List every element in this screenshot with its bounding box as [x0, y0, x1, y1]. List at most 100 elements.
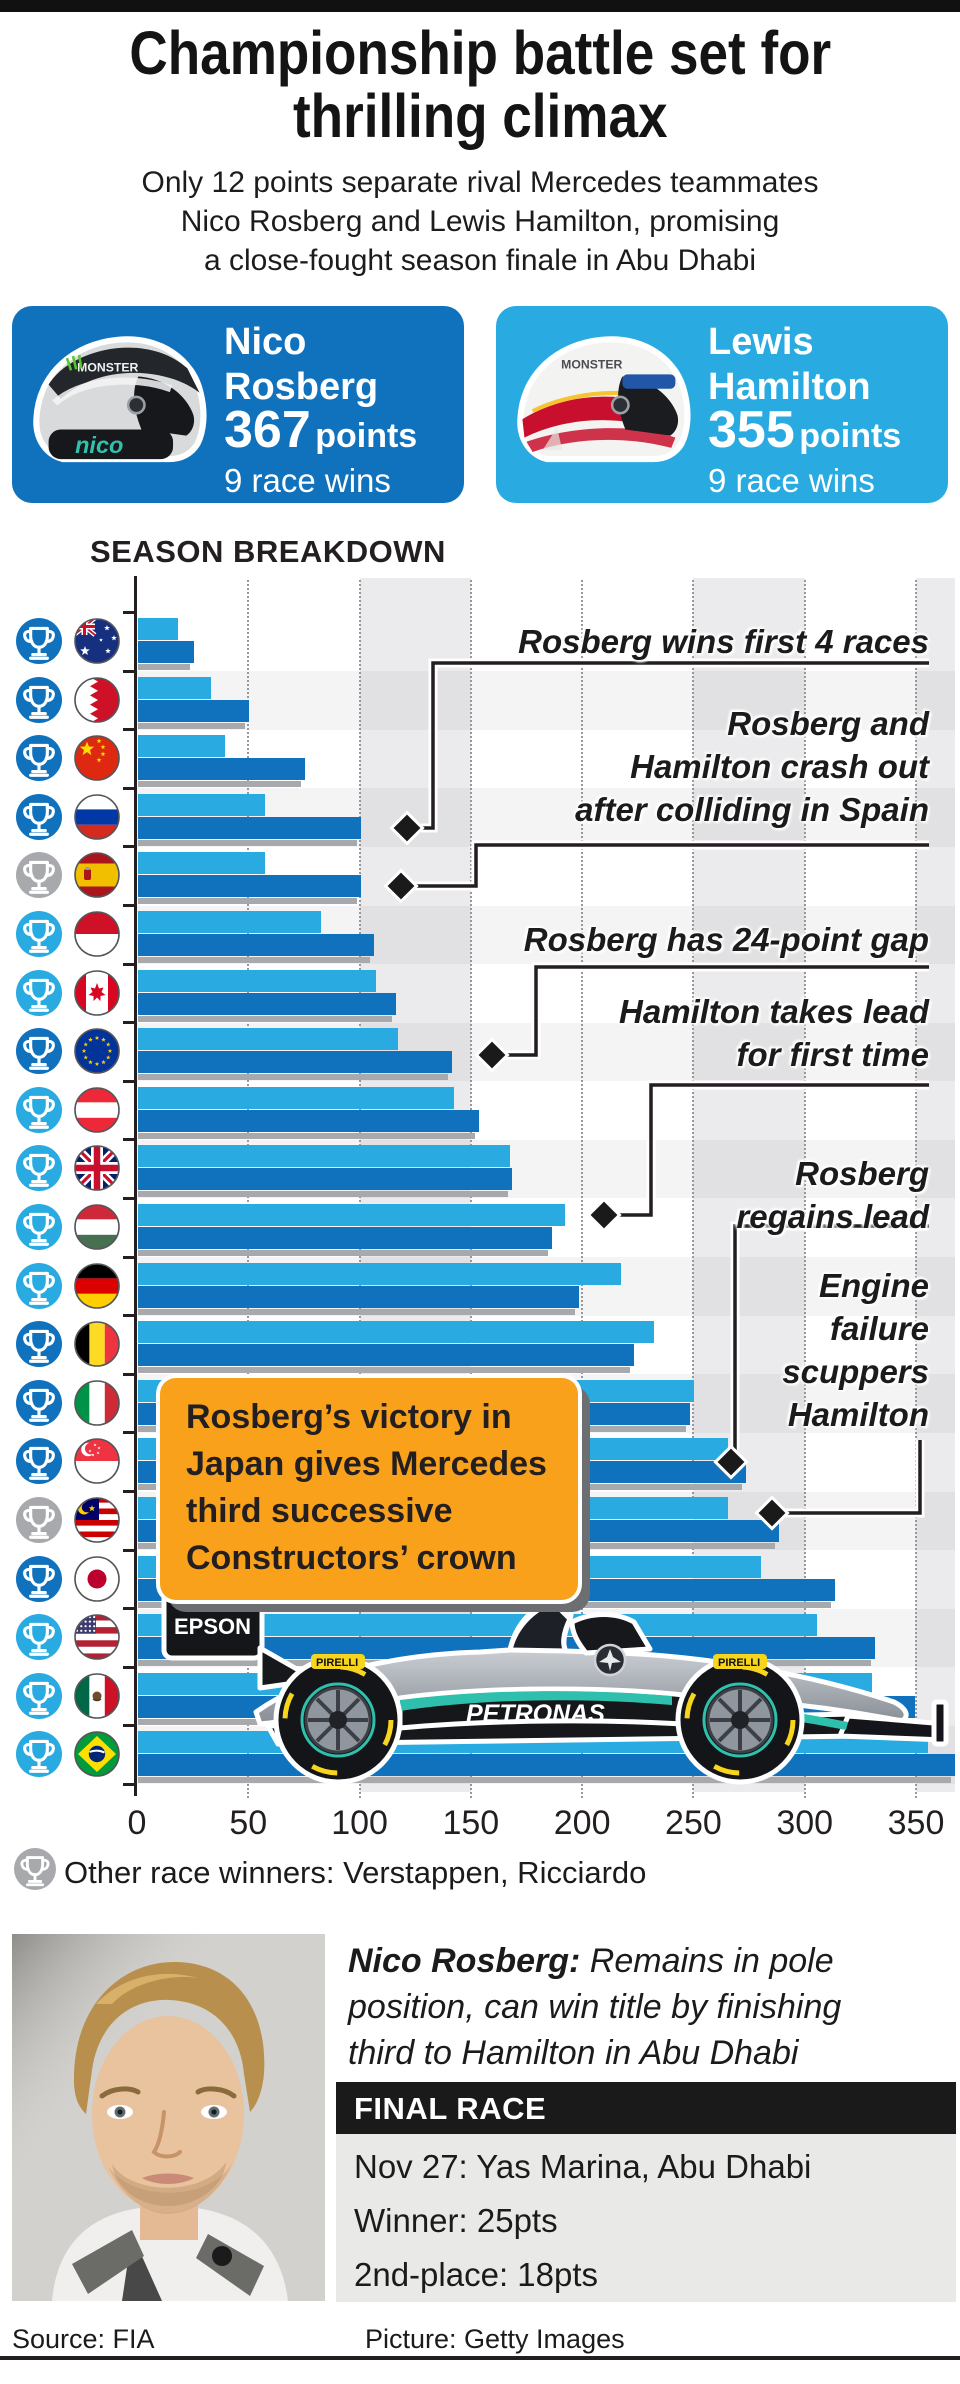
gridline-350 — [915, 580, 917, 1798]
bar-hamilton-russia — [138, 793, 265, 816]
trophy-icon-winner-rosberg-russia — [16, 793, 62, 840]
bar-shadow-canada — [138, 1015, 393, 1022]
bar-shadow-hungary — [138, 1250, 548, 1256]
trophy-icon-winner-hamilton-austria — [16, 1086, 62, 1133]
callout-line: third successive — [186, 1492, 453, 1530]
annotation-line: scuppers — [782, 1353, 929, 1390]
gridline-300 — [803, 580, 806, 1798]
mercedes-f1-car-illustration: EPSON PETRONAS PIRELLI — [157, 1571, 949, 1785]
svg-text:PETRONAS: PETRONAS — [466, 1700, 605, 1728]
bar-shadow-bahrain — [138, 722, 246, 729]
diamond-marker-malaysia — [754, 1495, 790, 1531]
bar-hamilton-australia — [138, 618, 179, 640]
annotation-4: Rosberg regains lead — [736, 1152, 929, 1238]
bar-rosberg-europe — [138, 1051, 452, 1074]
x-axis-label-0: 0 — [127, 1804, 147, 1842]
trophy-icon-winner-hamilton-germany — [16, 1262, 62, 1309]
flag-icon-china — [74, 735, 120, 781]
rosberg-wins: 9 race wins — [224, 462, 391, 499]
bar-hamilton-europe — [138, 1028, 399, 1051]
trophy-icon-winner-rosberg-bahrain — [16, 676, 62, 723]
y-axis — [134, 576, 137, 1796]
svg-text:MONSTER: MONSTER — [561, 357, 622, 371]
note-line: third to Hamilton in Abu Dhabi — [348, 2034, 799, 2072]
axis-tick — [123, 1197, 135, 1200]
svg-text:nico: nico — [75, 432, 123, 458]
japan-victory-callout: Rosberg’s victory in Japan gives Mercedes… — [160, 1378, 578, 1600]
trophy-icon-winner-rosberg-china — [16, 735, 62, 782]
bar-rosberg-germany — [138, 1285, 579, 1308]
diamond-marker-singapore — [713, 1444, 749, 1480]
trophy-icon-winner-hamilton-britain — [16, 1145, 62, 1192]
axis-tick — [123, 1138, 135, 1142]
trophy-icon-winner-other-spain — [16, 852, 62, 899]
bar-shadow-china — [138, 781, 301, 788]
svg-text:EPSON: EPSON — [174, 1614, 251, 1639]
flag-icon-spain — [74, 852, 120, 899]
axis-tick — [123, 1079, 135, 1083]
bar-shadow-europe — [138, 1074, 448, 1081]
annotation-line: Engine — [818, 1267, 929, 1304]
annotation-line: Hamilton crash out — [630, 748, 929, 785]
annotation-line: after colliding in Spain — [575, 791, 929, 828]
trophy-icon-winner-rosberg-italy — [16, 1379, 62, 1426]
rosberg-points-value: 367 — [224, 401, 311, 459]
flag-icon-europe — [74, 1028, 120, 1074]
bar-hamilton-bahrain — [138, 676, 212, 699]
bar-rosberg-spain — [138, 875, 361, 898]
flag-icon-japan — [74, 1555, 120, 1602]
annotation-line: Hamilton — [787, 1396, 929, 1433]
rosberg-points: 367 points — [224, 402, 417, 471]
x-axis-label-250: 250 — [665, 1804, 722, 1842]
flag-icon-austria — [74, 1086, 120, 1133]
bar-rosberg-belgium — [138, 1344, 635, 1367]
x-axis-label-350: 350 — [887, 1804, 945, 1842]
x-axis-label-300: 300 — [776, 1804, 834, 1842]
flag-icon-usa — [74, 1614, 120, 1660]
final-race-line: 2nd-place: 18pts — [354, 2256, 599, 2293]
axis-tick — [123, 1665, 135, 1669]
bar-rosberg-bahrain — [138, 699, 250, 722]
annotation-line: Rosberg has 24-point gap — [523, 921, 929, 958]
trophy-icon-winner-hamilton-mexico — [16, 1672, 62, 1719]
bar-shadow-germany — [138, 1308, 575, 1315]
flag-icon-germany — [74, 1262, 120, 1309]
svg-text:MONSTER: MONSTER — [77, 360, 138, 374]
rosberg-name: Nico Rosberg — [224, 320, 378, 410]
bar-shadow-japan — [138, 1601, 831, 1608]
diamond-marker-europe — [474, 1037, 510, 1073]
hamilton-points-label: points — [799, 417, 902, 455]
x-axis-label-200: 200 — [553, 1804, 611, 1842]
hamilton-last-name: Hamilton — [708, 366, 871, 408]
annotation-5: Engine failure scuppers Hamilton — [782, 1264, 929, 1436]
subtitle: Only 12 points separate rival Mercedes t… — [0, 163, 960, 280]
bar-shadow-austria — [138, 1132, 475, 1139]
annotation-line: regains lead — [736, 1198, 929, 1235]
x-axis-label-50: 50 — [229, 1804, 268, 1842]
hamilton-helmet-icon: MONSTER — [517, 336, 691, 463]
page-title: Championship battle set for thrilling cl… — [0, 22, 960, 148]
bar-shadow-belgium — [138, 1367, 631, 1374]
flag-icon-bahrain — [74, 676, 120, 723]
legend-other-winners — [14, 1848, 56, 1892]
subtitle-line: Nico Rosberg and Lewis Hamilton, promisi… — [180, 205, 780, 238]
axis-tick — [123, 1431, 135, 1435]
final-race-box: Nov 27: Yas Marina, Abu Dhabi Winner: 25p… — [336, 2134, 956, 2302]
axis-tick — [123, 962, 135, 966]
bar-shadow-russia — [138, 839, 357, 846]
bar-hamilton-usa — [138, 1614, 817, 1637]
gridline-250 — [692, 580, 695, 1798]
bar-rosberg-britain — [138, 1168, 512, 1191]
bar-hamilton-britain — [138, 1145, 510, 1168]
final-race-header: FINAL RACE — [336, 2082, 956, 2134]
trophy-icon-winner-rosberg-europe — [16, 1028, 62, 1075]
flag-icon-russia — [74, 793, 120, 840]
note-line: position, can win title by finishing — [348, 1988, 842, 2026]
bar-hamilton-germany — [138, 1262, 621, 1285]
plot-band — [916, 578, 955, 1792]
callout-line: Constructors’ crown — [186, 1539, 517, 1577]
rosberg-helmet-icon: nico MONSTER — [33, 336, 207, 463]
trophy-icon-winner-rosberg-belgium — [16, 1321, 62, 1368]
annotation-line: Rosberg — [795, 1155, 929, 1192]
